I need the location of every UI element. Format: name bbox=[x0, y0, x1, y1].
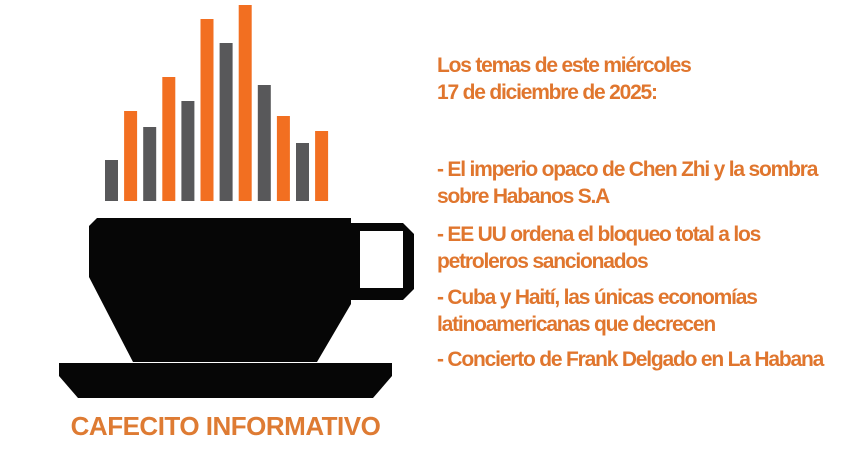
steam-bar bbox=[143, 127, 157, 201]
steam-bars bbox=[105, 5, 329, 201]
cup-body bbox=[89, 218, 351, 362]
topics-panel: Los temas de este miércoles 17 de diciem… bbox=[437, 0, 860, 450]
steam-bar bbox=[276, 116, 290, 201]
cup-handle bbox=[348, 223, 414, 300]
topic-item: - Concierto de Frank Delgado en La Haban… bbox=[437, 348, 824, 371]
steam-bar bbox=[238, 5, 252, 201]
steam-bar bbox=[162, 77, 176, 201]
steam-bar bbox=[296, 143, 309, 201]
steam-bar bbox=[200, 19, 214, 201]
logo-caption: CAFECITO INFORMATIVO bbox=[70, 411, 381, 441]
topic-item: - EE UU ordena el bloqueo total a los pe… bbox=[437, 223, 761, 273]
topic-item: - Cuba y Haití, las únicas economías lat… bbox=[437, 286, 758, 336]
steam-bar bbox=[257, 85, 271, 201]
saucer bbox=[59, 363, 392, 398]
topic-item: - El imperio opaco de Chen Zhi y la somb… bbox=[437, 158, 818, 208]
steam-bar bbox=[181, 101, 195, 201]
steam-bar bbox=[124, 111, 138, 201]
cafecito-logo bbox=[59, 5, 414, 398]
steam-bar bbox=[315, 131, 329, 201]
coffee-cup-icon bbox=[59, 218, 414, 398]
steam-bar bbox=[219, 43, 233, 201]
briefing-header: Los temas de este miércoles 17 de diciem… bbox=[437, 54, 692, 104]
steam-bar bbox=[105, 160, 118, 201]
